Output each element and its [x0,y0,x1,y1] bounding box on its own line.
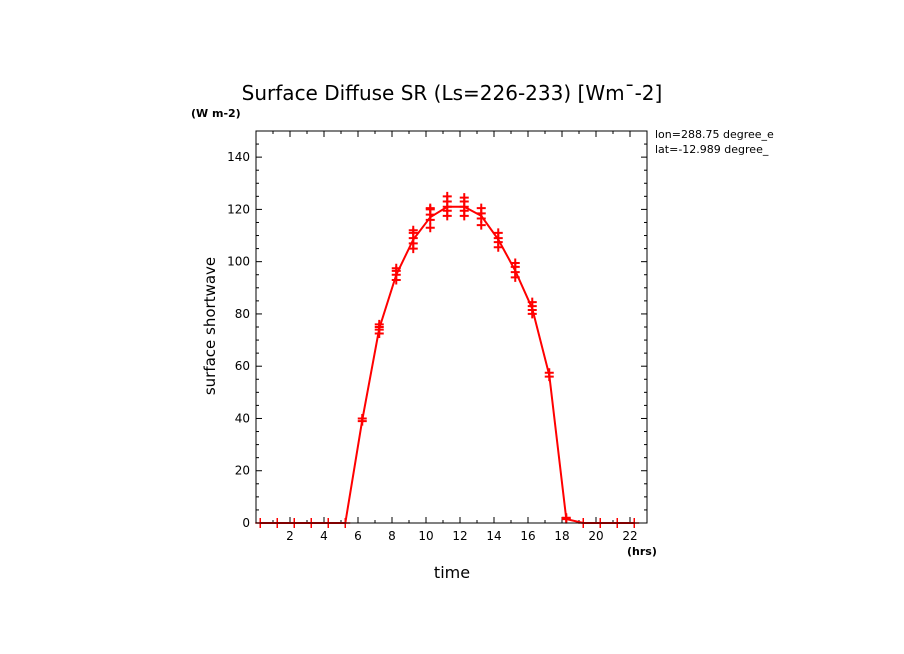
data-point [374,319,384,329]
data-point [442,191,452,201]
y-tick-labels: 0 20 40 60 80 100 120 140 [227,150,250,530]
y-tick-label: 80 [235,307,250,321]
y-tick-label: 20 [235,464,250,478]
y-tick-label: 60 [235,359,250,373]
y-tick-label: 140 [227,150,250,164]
x-axis-label: time [434,563,470,582]
chart-title: Surface Diffuse SR (Ls=226-233) [Wm¯-2] [242,81,663,105]
y-tick-label: 0 [242,516,250,530]
x-tick-label: 10 [418,529,433,543]
x-tick-label: 20 [588,529,603,543]
x-tick-label: 16 [520,529,535,543]
x-tick-label: 8 [388,529,396,543]
data-point [544,368,554,378]
data-point [476,203,486,213]
data-point [357,413,367,423]
y-tick-label: 40 [235,411,250,425]
x-tick-labels: 2 4 6 8 10 12 14 16 18 20 22 [286,529,637,543]
data-point [561,513,571,523]
x-tick-label: 18 [554,529,569,543]
data-markers [357,191,571,524]
y-tick-label: 100 [227,255,250,269]
data-point [527,297,537,307]
data-point [459,193,469,203]
y-tick-label: 120 [227,202,250,216]
y-axis-label: surface shortwave [201,257,219,395]
x-tick-label: 4 [320,529,328,543]
x-tick-label: 6 [354,529,362,543]
x-tick-label: 22 [622,529,637,543]
data-point [425,223,435,233]
data-point [510,258,520,268]
x-tick-label: 2 [286,529,294,543]
data-point [391,263,401,273]
annotation-lat: lat=-12.989 degree_ [655,143,769,156]
data-point [408,225,418,235]
x-tick-label: 12 [452,529,467,543]
annotation-lon: lon=288.75 degree_e [655,128,774,141]
x-axis-units: (hrs) [627,545,657,558]
data-point [493,228,503,238]
x-tick-label: 14 [486,529,501,543]
plot-frame [255,130,648,524]
units-label: (W m-2) [191,107,241,120]
data-point [425,203,435,213]
